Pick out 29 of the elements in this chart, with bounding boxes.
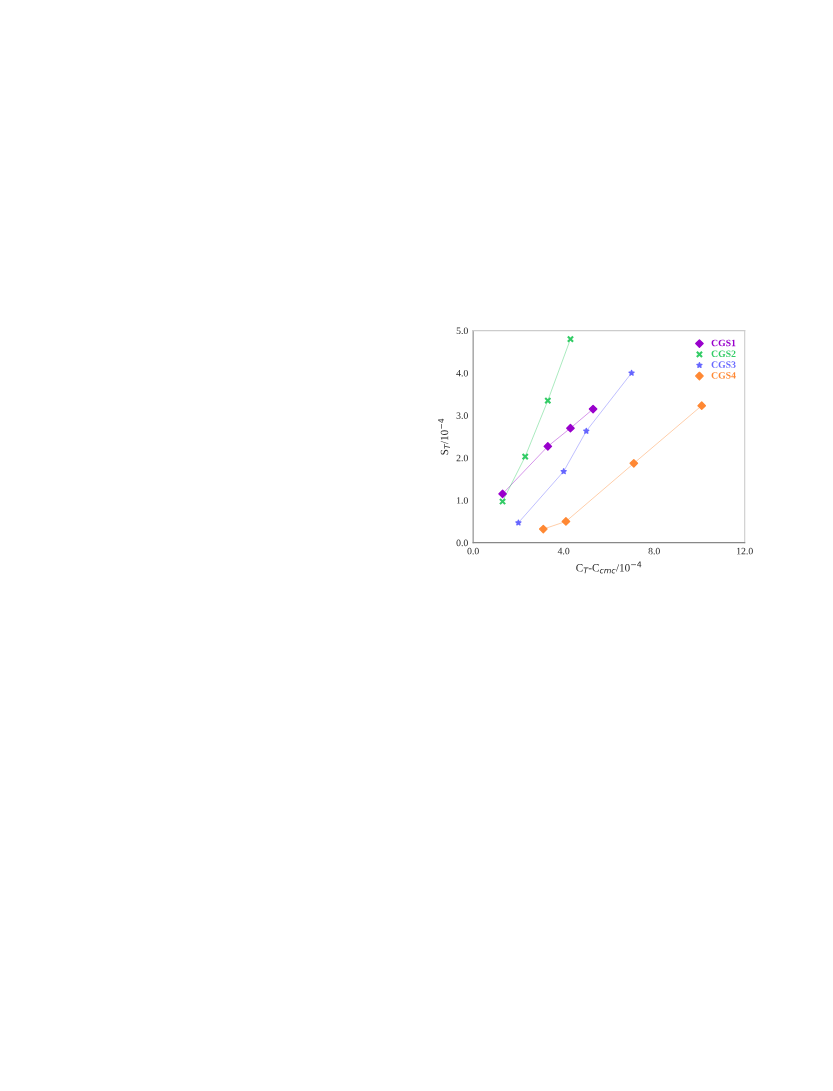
x-tick-label: 8.0 xyxy=(648,547,660,555)
y-tick-label: 0.0 xyxy=(456,539,468,547)
x-axis-title: C$_{T}$-C$_{cmc}$/10$^{−4}$ xyxy=(576,561,642,574)
point xyxy=(628,369,635,376)
legend-label: CGS1 xyxy=(711,339,736,347)
point xyxy=(566,423,575,433)
point xyxy=(583,427,590,434)
y-axis-title: S$_{T}$/10$^{−4}$ xyxy=(438,418,450,455)
y-tick-label: 1.0 xyxy=(456,497,468,504)
point xyxy=(560,468,567,475)
point xyxy=(498,489,507,499)
point xyxy=(498,497,507,506)
point xyxy=(561,517,571,526)
x-tick-label: 12.0 xyxy=(737,547,753,555)
x-tick-label: 0.0 xyxy=(467,547,479,555)
point xyxy=(697,401,707,411)
legend-label: CGS3 xyxy=(711,361,736,368)
point xyxy=(588,404,598,414)
legend-label: CGS2 xyxy=(711,350,736,358)
point xyxy=(515,519,522,526)
point xyxy=(629,458,639,468)
point xyxy=(538,524,548,534)
y-tick-label: 5.0 xyxy=(456,327,468,335)
point xyxy=(543,442,553,451)
y-tick-label: 3.0 xyxy=(456,412,468,419)
x-tick-label: 4.0 xyxy=(557,547,570,555)
legend-label: CGS4 xyxy=(711,372,736,379)
y-tick-label: 2.0 xyxy=(456,454,468,462)
y-tick-label: 4.0 xyxy=(456,369,468,377)
